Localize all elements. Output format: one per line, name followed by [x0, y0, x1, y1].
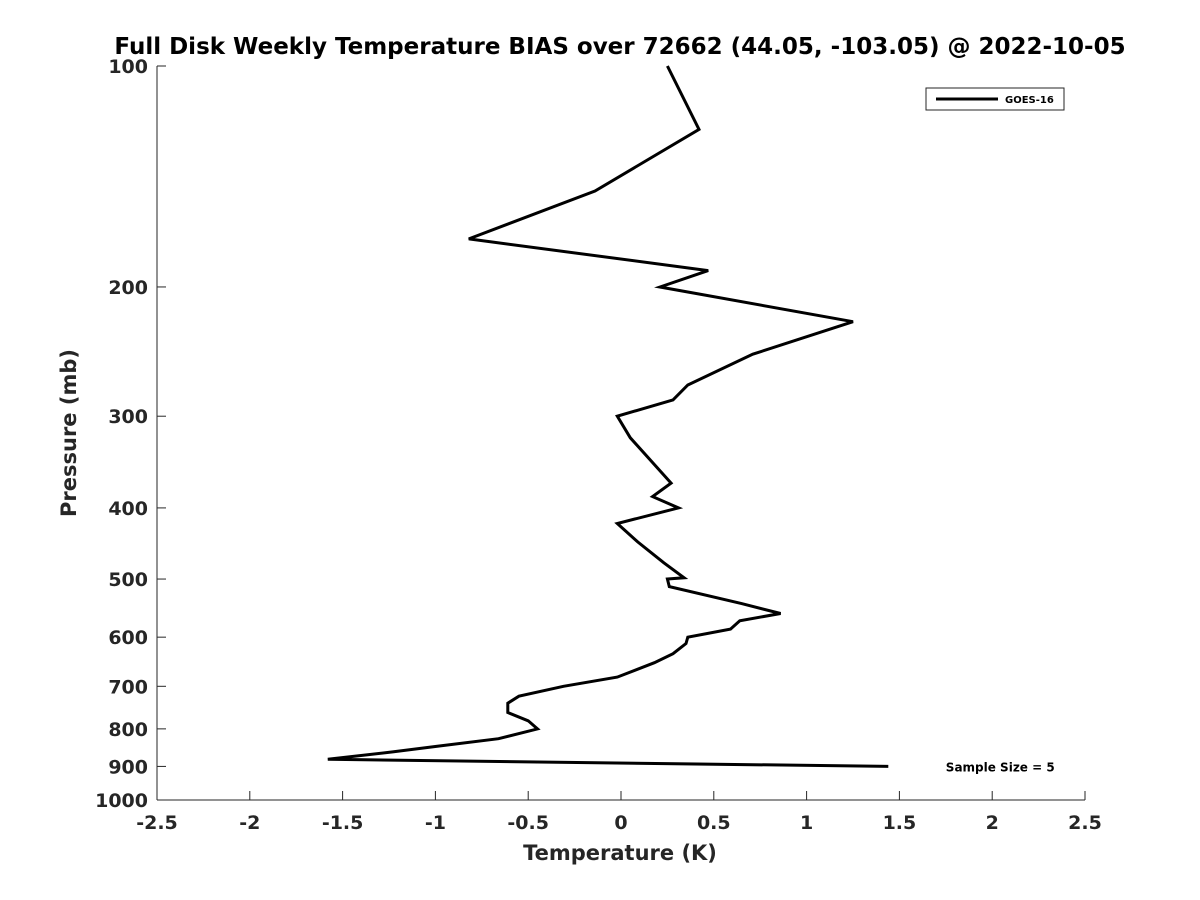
x-tick-label: 2.5	[1068, 812, 1102, 834]
chart-title: Full Disk Weekly Temperature BIAS over 7…	[114, 34, 1125, 60]
y-tick-label: 400	[108, 498, 148, 520]
x-tick-label: 1.5	[883, 812, 917, 834]
y-tick-label: 1000	[95, 790, 148, 812]
x-tick-label: 2	[986, 812, 999, 834]
y-tick-label: 500	[108, 569, 148, 591]
x-tick-label: -1	[425, 812, 446, 834]
legend-label: GOES-16	[1005, 95, 1054, 106]
x-axis-label: Temperature (K)	[523, 841, 717, 865]
legend: GOES-16	[925, 87, 1065, 111]
x-tick-label: -2.5	[136, 812, 178, 834]
x-tick-label: 0.5	[697, 812, 731, 834]
x-tick-label: -2	[239, 812, 260, 834]
x-tick-label: -1.5	[322, 812, 364, 834]
y-tick-label: 600	[108, 627, 148, 649]
y-tick-label: 200	[108, 277, 148, 299]
x-tick-label: 0	[614, 812, 627, 834]
y-axis-label: Pressure (mb)	[57, 349, 81, 517]
y-tick-label: 100	[108, 56, 148, 78]
sample-size-annotation: Sample Size = 5	[946, 760, 1055, 774]
y-tick-label: 700	[108, 676, 148, 698]
x-tick-label: 1	[800, 812, 813, 834]
y-tick-label: 900	[108, 756, 148, 778]
y-tick-label: 300	[108, 406, 148, 428]
y-tick-label: 800	[108, 719, 148, 741]
series-line	[327, 65, 889, 768]
plot-area: -2.5 -2 -1.5 -1 -0.5 0 0.5 1 1.5 2 2.5 100 200 300 400…	[95, 56, 1102, 834]
x-tick-label: -0.5	[507, 812, 549, 834]
